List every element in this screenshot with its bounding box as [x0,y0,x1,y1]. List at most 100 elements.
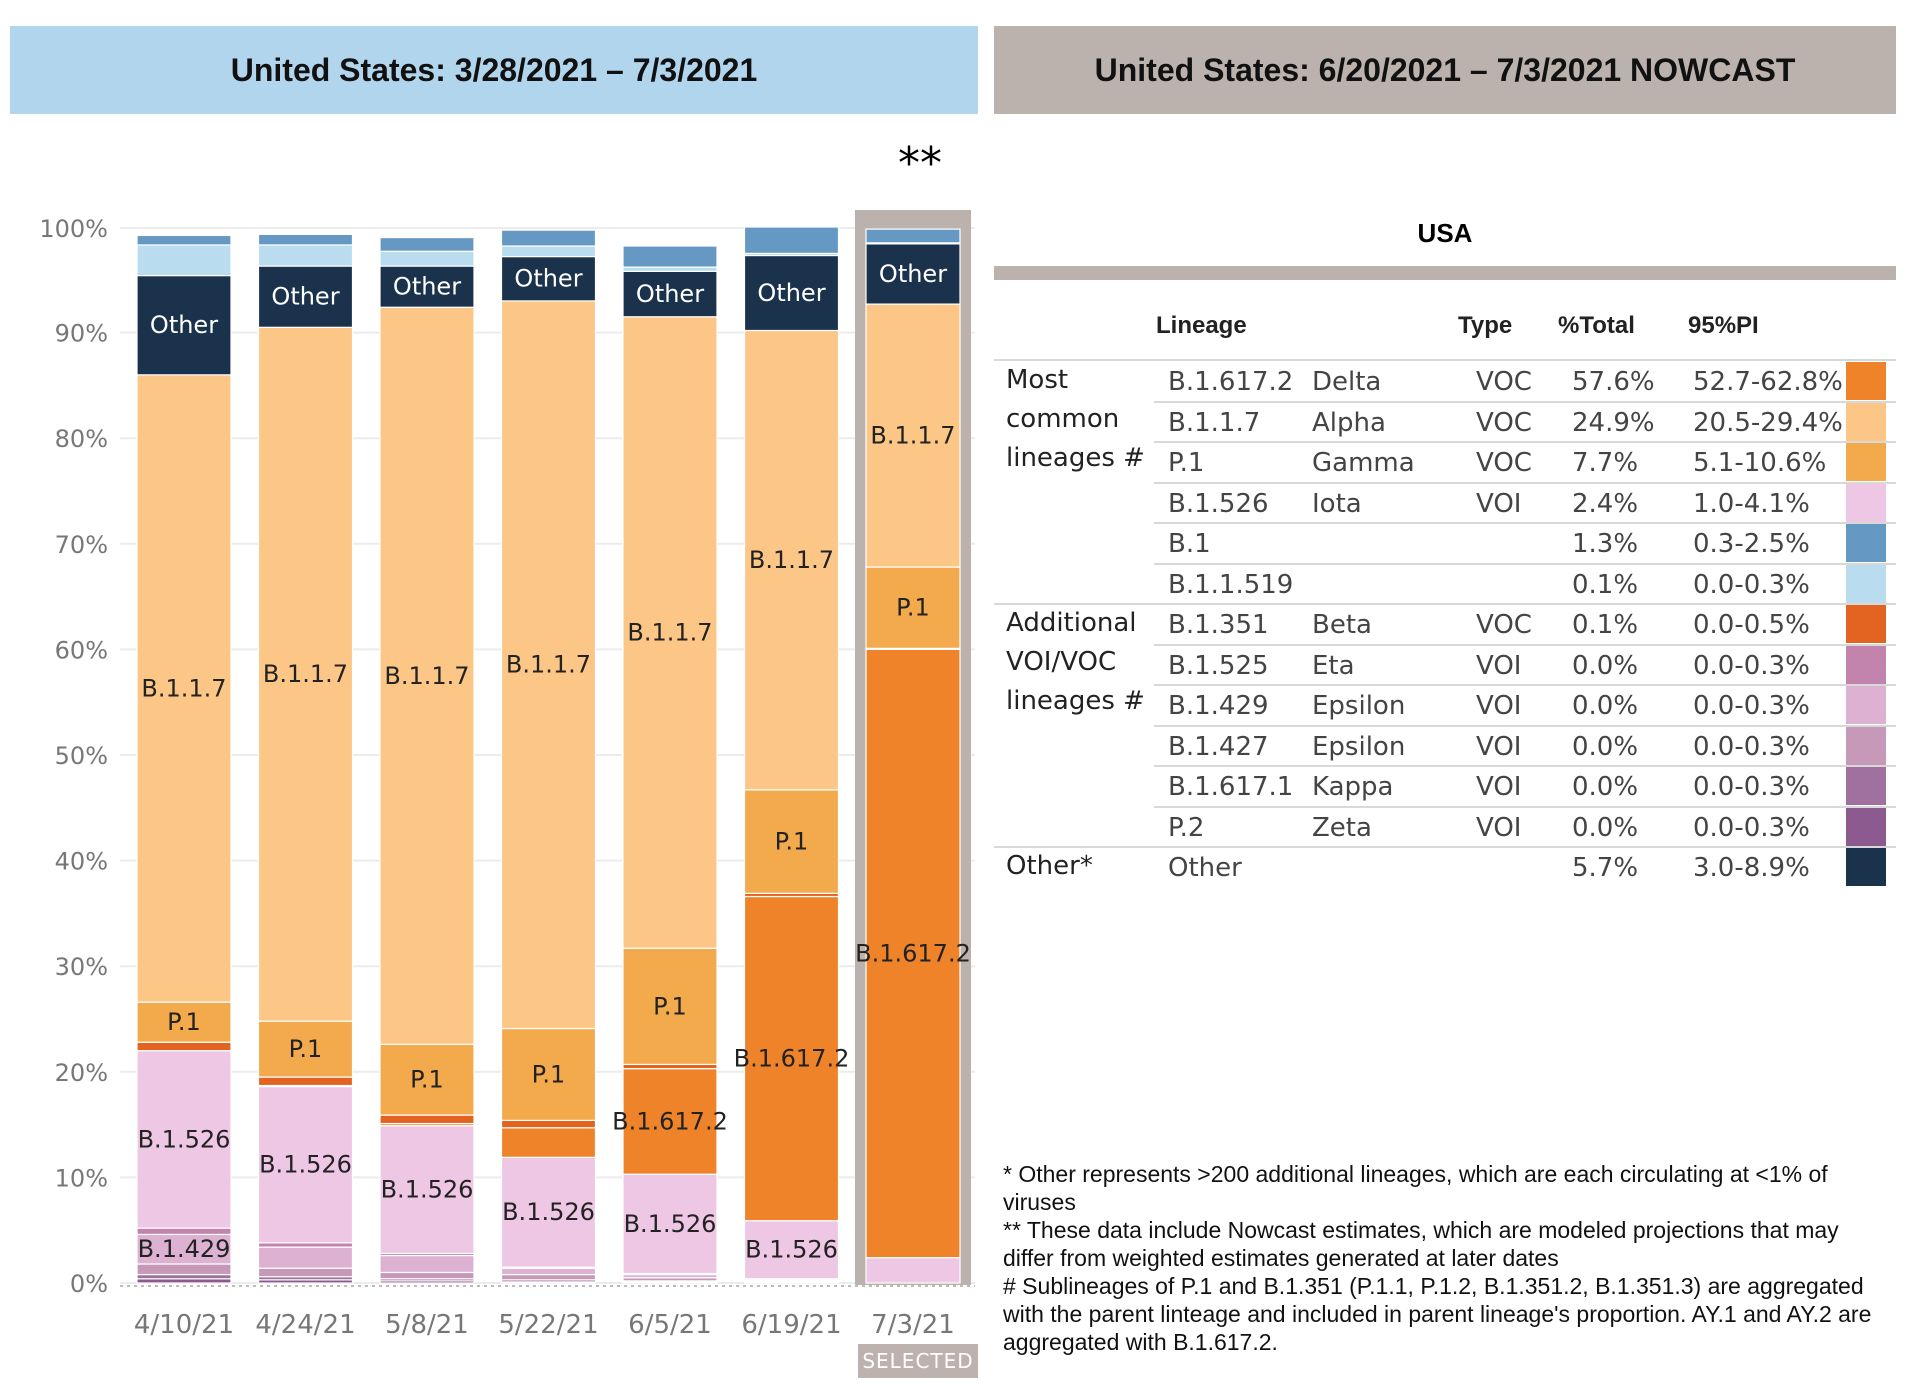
pi-cell: 0.0-0.3% [1693,569,1810,600]
row-divider [1154,724,1896,727]
bar-segment [136,1273,232,1280]
pi-cell: 0.0-0.3% [1693,691,1810,721]
table-title-rule [994,266,1896,280]
type-cell: VOI [1476,650,1522,681]
total-cell: 0.0% [1572,650,1639,681]
table-row: B.1.526 Iota VOI 2.4% 1.0-4.1% [994,483,1896,523]
pi-cell: 20.5-29.4% [1693,407,1843,438]
color-swatch [1846,848,1886,886]
name-cell: Zeta [1312,812,1372,843]
table-row: B.1.351 Beta VOC 0.1% 0.0-0.5% [994,604,1896,644]
row-divider [1154,562,1896,565]
bar-segment [257,1246,354,1269]
bar-segment [136,1278,232,1284]
table-row: B.1 1.3% 0.3-2.5% [994,523,1896,563]
bar-segment [865,566,961,649]
type-cell: VOC [1476,407,1532,438]
color-swatch [1846,686,1886,724]
bar-segment [136,1227,232,1236]
color-swatch [1846,402,1886,441]
segment-label: P.1 [896,594,930,622]
bar-segment [500,1119,597,1129]
bar-segment [136,1050,232,1229]
table-row: Other 5.7% 3.0-8.9% [994,847,1896,887]
type-cell: VOC [1476,367,1532,397]
x-tick-label: 6/19/21 [741,1310,841,1340]
total-cell: 1.3% [1572,529,1639,559]
bar-segment [500,255,597,302]
right-panel-header: United States: 6/20/2021 – 7/3/2021 NOWC… [994,26,1896,114]
segment-label: B.1.1.7 [384,662,469,690]
bar-segment [865,1257,961,1284]
bar-segment [500,1027,597,1121]
table-row: B.1.1.519 0.1% 0.0-0.3% [994,564,1896,604]
bar-segment [622,1068,718,1175]
row-divider [1154,481,1896,484]
bar-segment [500,1267,597,1276]
color-swatch [1846,362,1886,400]
name-cell: Beta [1312,610,1372,640]
color-swatch [1846,807,1886,846]
name-cell: Epsilon [1312,691,1406,721]
lineage-cell: P.2 [1168,812,1205,843]
table-title: USA [1417,218,1473,248]
row-divider [1154,684,1896,686]
segment-label: B.1.617.2 [855,940,971,968]
segment-label: P.1 [289,1035,323,1063]
segment-label: B.1.1.7 [263,660,348,688]
bar-segment [257,233,354,246]
total-cell: 5.7% [1572,853,1639,883]
y-tick-label: 70% [55,531,108,559]
type-cell: VOI [1476,731,1522,762]
y-tick-label: 90% [55,320,108,348]
bar-segment [622,266,718,272]
row-divider [1154,441,1896,443]
bar-segment [379,250,475,267]
segment-label: Other [393,273,461,301]
segment-label: B.1.617.2 [612,1107,728,1135]
footnotes: * Other represents >200 additional linea… [1003,1160,1883,1356]
group-label: Additional VOI/VOC lineages # [1006,608,1145,716]
color-swatch [1846,483,1886,522]
lineage-cell: B.1.1.7 [1168,407,1261,438]
table-header-rule [994,359,1896,361]
bar-segment [500,245,597,258]
x-tick-label: 4/24/21 [255,1310,355,1340]
total-cell: 0.1% [1572,569,1639,600]
bar-segment [379,306,475,1045]
bar-segment [257,1085,354,1244]
lineage-cell: Other [1168,853,1242,883]
table-row: B.1.525 Eta VOI 0.0% 0.0-0.3% [994,645,1896,685]
y-tick-label: 100% [39,215,108,243]
total-cell: 0.1% [1572,610,1639,640]
table-row: P.1 Gamma VOC 7.7% 5.1-10.6% [994,442,1896,482]
group-label: Other* [1006,851,1093,881]
segment-label: P.1 [410,1066,444,1094]
pi-cell: 3.0-8.9% [1693,853,1810,883]
segment-label: B.1.526 [624,1210,717,1238]
table-row: P.2 Zeta VOI 0.0% 0.0-0.3% [994,807,1896,847]
y-tick-label: 60% [55,636,108,664]
segment-label: B.1.429 [138,1235,231,1263]
total-cell: 24.9% [1572,407,1655,438]
bar-segment [257,1020,354,1078]
y-tick-label: 80% [55,425,108,453]
segment-label: B.1.617.2 [734,1045,850,1073]
row-divider [1154,643,1896,646]
bar-segment [257,326,354,1022]
bar-segment [257,244,354,267]
lineage-cell: B.1.351 [1168,610,1269,640]
name-cell: Iota [1312,488,1362,519]
segment-label: Other [271,283,339,311]
segment-label: P.1 [167,1008,201,1036]
col-header-type: Type [1458,312,1513,339]
bar-segment [622,947,718,1066]
bar-segment [622,245,718,268]
bar-segment [500,1127,597,1158]
y-tick-label: 20% [55,1059,108,1087]
bar-segment [379,236,475,252]
bar-segment [136,1041,232,1052]
pi-cell: 0.3-2.5% [1693,529,1810,559]
bar-segment [136,1263,232,1276]
pi-cell: 0.0-0.3% [1693,812,1810,843]
